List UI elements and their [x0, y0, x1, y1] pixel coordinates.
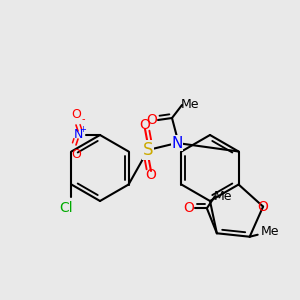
- Text: O: O: [146, 168, 156, 182]
- Text: S: S: [143, 141, 153, 159]
- Text: +: +: [80, 125, 86, 134]
- Text: Me: Me: [260, 225, 279, 238]
- Text: N: N: [73, 128, 83, 142]
- Text: O: O: [71, 109, 81, 122]
- Text: O: O: [71, 148, 81, 161]
- Text: O: O: [183, 201, 194, 215]
- Text: O: O: [140, 118, 150, 132]
- Text: N: N: [171, 136, 183, 151]
- Text: Me: Me: [214, 190, 232, 203]
- Text: Cl: Cl: [60, 202, 73, 215]
- Text: Me: Me: [181, 98, 199, 112]
- Text: O: O: [147, 113, 158, 127]
- Text: -: -: [81, 114, 85, 124]
- Text: O: O: [258, 200, 268, 214]
